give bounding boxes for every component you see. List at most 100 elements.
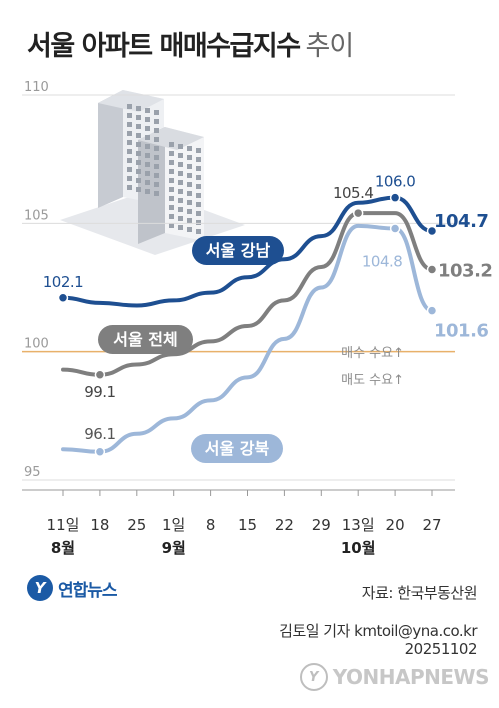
building-window [136, 142, 141, 147]
building-window [127, 185, 132, 190]
x-tick-label: 11일 [47, 516, 80, 534]
series-name-gangbuk: 서울 강북 [205, 439, 270, 458]
building-window [127, 140, 132, 145]
series-badge-gangnam: 서울 강남 [192, 236, 284, 265]
x-month-label: 9월 [162, 539, 186, 557]
building-window [136, 169, 141, 174]
building-window [178, 198, 183, 203]
building-window [145, 144, 150, 149]
building-illustration [60, 90, 245, 255]
data-point [57, 292, 69, 304]
title-sub: 추이 [305, 31, 355, 62]
building-window [127, 113, 132, 118]
series-name-gangnam: 서울 강남 [206, 241, 271, 260]
building-windows [127, 104, 201, 234]
building-window [154, 146, 159, 151]
data-label: 102.1 [43, 273, 83, 291]
series-line [61, 195, 434, 308]
x-month-label: 10월 [341, 539, 376, 557]
building-window [127, 167, 132, 172]
building-window [178, 153, 183, 158]
series-line [61, 223, 434, 454]
series-line [61, 211, 434, 377]
ref-label-sell: 매도 수요↑ [341, 373, 404, 388]
building-window [136, 160, 141, 165]
y-tick-label: 105 [24, 208, 49, 223]
building-window [145, 162, 150, 167]
building-window [196, 220, 201, 225]
building-window [127, 104, 132, 109]
building-window [136, 133, 141, 138]
data-point [94, 446, 106, 458]
x-tick-label: 18 [90, 516, 109, 534]
building-window [154, 137, 159, 142]
data-point [426, 305, 438, 316]
building-window [187, 218, 192, 223]
data-point [94, 369, 106, 381]
building-window [145, 117, 150, 122]
building-window [196, 157, 201, 162]
building-window [187, 227, 192, 232]
building-window [196, 175, 201, 180]
building-window [169, 205, 174, 210]
building-window [196, 193, 201, 198]
building-window [187, 191, 192, 196]
data-label: 106.0 [375, 173, 415, 191]
building-window [196, 184, 201, 189]
building-window [154, 182, 159, 187]
x-tick-label: 1일 [162, 516, 185, 534]
building-window [169, 160, 174, 165]
building-window [127, 122, 132, 127]
building-window [169, 196, 174, 201]
grid-lines: 95 100 105 110 [22, 80, 455, 481]
data-point [426, 264, 438, 275]
series-name-total: 서울 전체 [113, 330, 177, 349]
building-window [187, 155, 192, 160]
data-label: 99.1 [84, 383, 115, 401]
y-tick-label: 110 [24, 80, 49, 95]
yonhap-logo: Y 연합뉴스 [27, 574, 118, 602]
data-point [389, 192, 401, 203]
data-labels: 102.1 106.0 104.7 99.1 105.4 103.2 96.1 104.8 10… [43, 173, 493, 443]
x-tick-label: 20 [386, 516, 405, 534]
building-window [178, 162, 183, 167]
building-window [187, 146, 192, 151]
building-window [196, 229, 201, 234]
building-window [154, 173, 159, 178]
chart-title: 서울 아파트 매매수급지수 추이 [27, 24, 355, 63]
building-window [178, 144, 183, 149]
y-tick-label: 95 [24, 465, 41, 480]
building-window [187, 200, 192, 205]
watermark-mark: Y [299, 663, 328, 691]
data-point [389, 223, 401, 234]
ref-label-buy: 매수 수요↑ [341, 346, 404, 361]
building-window [187, 209, 192, 214]
building-window [187, 182, 192, 187]
building-window [154, 191, 159, 196]
x-tick-label: 8 [206, 516, 216, 534]
building-window [145, 189, 150, 194]
building-window [187, 164, 192, 169]
building-window [187, 173, 192, 178]
building-window [154, 128, 159, 133]
building-window [136, 106, 141, 111]
date-text: 20251102 [404, 640, 478, 658]
building-window [145, 108, 150, 113]
y-tick-label: 100 [24, 337, 49, 352]
x-axis: 11일 18 25 1일 8 15 22 29 13일 20 27 8월 9월 10월 [22, 489, 455, 557]
building-window [178, 207, 183, 212]
building-window [154, 155, 159, 160]
series-badge-total: 서울 전체 [98, 325, 193, 354]
data-label: 101.6 [434, 321, 488, 342]
watermark-text: YONHAPNEWS [332, 665, 490, 689]
building-window [196, 211, 201, 216]
building-window [196, 148, 201, 153]
x-month-label: 8월 [51, 539, 75, 557]
data-label: 96.1 [84, 425, 115, 443]
building-window [127, 176, 132, 181]
x-tick-label: 27 [422, 516, 441, 534]
x-tick-label: 13일 [342, 516, 375, 534]
building-window [145, 171, 150, 176]
source-text: 자료: 한국부동산원 [361, 584, 478, 602]
building-window [127, 131, 132, 136]
